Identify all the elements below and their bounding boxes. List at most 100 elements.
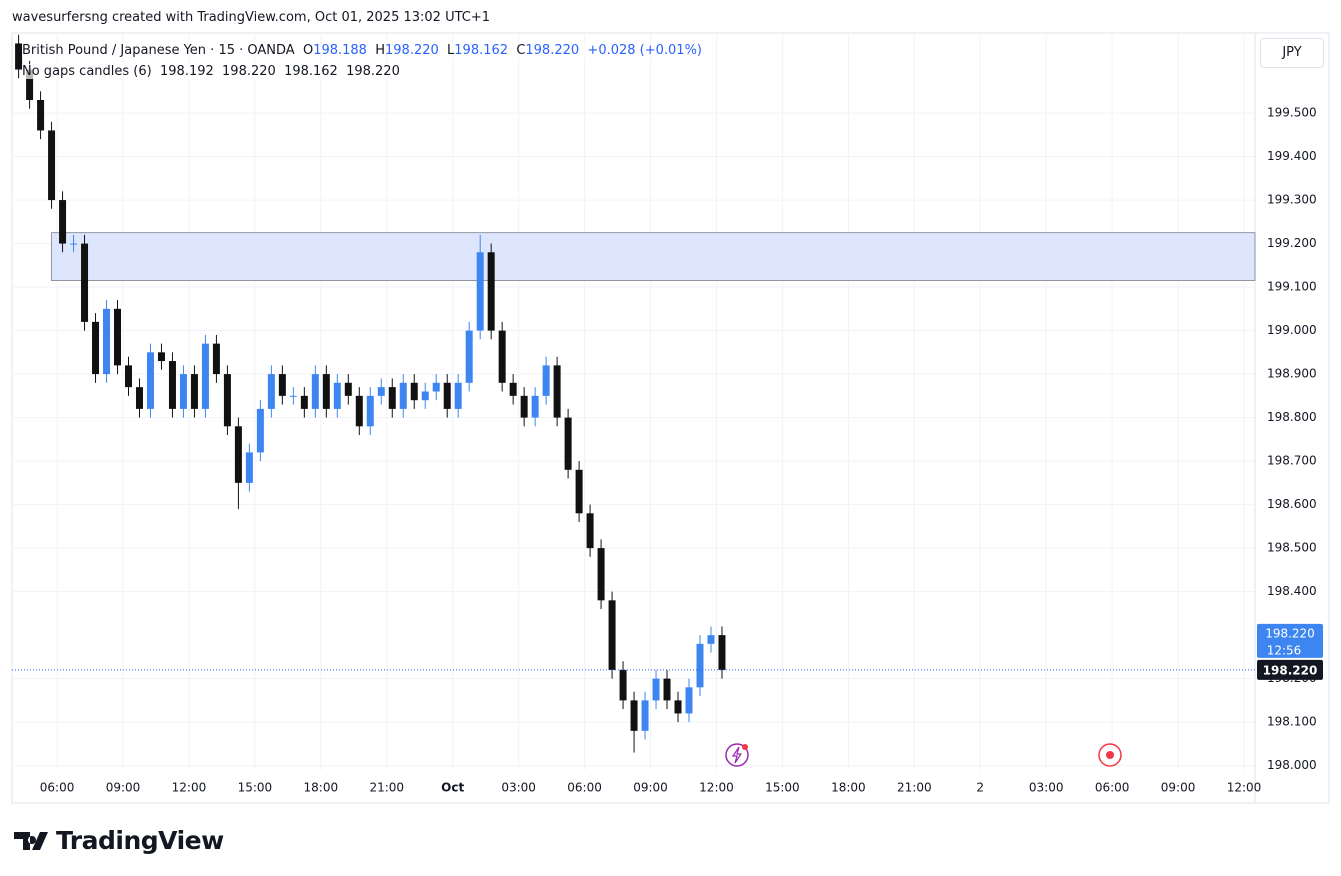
candle-body <box>564 417 572 470</box>
candle-body <box>245 452 253 483</box>
y-tick-label: 199.500 <box>1267 106 1317 120</box>
candle-body <box>608 600 616 670</box>
x-tick-label: 06:00 <box>40 781 75 795</box>
l: 198.162 <box>454 43 509 58</box>
ind-value: 198.162 <box>284 64 338 79</box>
candle-body <box>652 678 660 701</box>
y-tick-label: 198.100 <box>1267 715 1317 729</box>
h: 198.220 <box>385 43 439 58</box>
logo: TradingView <box>12 826 224 855</box>
candle-body <box>92 321 100 375</box>
symbol: British Pound / Japanese Yen · 15 · OAND… <box>22 43 295 58</box>
ind-value: 198.192 <box>160 64 214 79</box>
price-label-bg <box>1257 623 1323 658</box>
attribution: wavesurfersng created with TradingView.c… <box>12 10 491 25</box>
x-tick-label: 03:00 <box>1029 781 1064 795</box>
indicator-line: No gaps candles (6) 198.192 198.220 198.… <box>22 64 400 79</box>
candle-body <box>70 243 78 245</box>
candle-body <box>476 252 484 331</box>
y-tick-label: 199.100 <box>1267 280 1317 294</box>
candle-body <box>26 69 34 100</box>
candle-body <box>498 330 506 383</box>
x-tick-label: 21:00 <box>897 781 932 795</box>
candle-body <box>421 391 429 401</box>
x-tick-label: 15:00 <box>238 781 273 795</box>
candle-body <box>311 374 319 409</box>
candle-body <box>718 635 726 670</box>
candle-body <box>531 395 539 418</box>
logo-text: TradingView <box>56 826 224 855</box>
candle-body <box>289 395 297 397</box>
x-tick-label: 06:00 <box>567 781 602 795</box>
x-tick-label: 09:00 <box>106 781 141 795</box>
y-tick-label: 199.400 <box>1267 149 1317 163</box>
candle-body <box>48 130 56 201</box>
candle-body <box>696 643 704 688</box>
candle-body <box>168 361 176 409</box>
y-tick-label: 199.300 <box>1267 193 1317 207</box>
candle-body <box>124 365 132 388</box>
x-tick-label: 21:00 <box>369 781 404 795</box>
candle-body <box>344 382 352 396</box>
x-tick-label: 12:00 <box>172 781 207 795</box>
l-label: L <box>447 43 455 58</box>
x-tick-label: 09:00 <box>633 781 668 795</box>
candle-body <box>201 343 209 409</box>
o: 198.188 <box>313 43 367 58</box>
y-tick-label: 199.000 <box>1267 323 1317 337</box>
candle-body <box>157 352 165 362</box>
candle-body <box>81 243 89 322</box>
x-tick-label: 12:00 <box>699 781 734 795</box>
candle-body <box>190 374 198 409</box>
candle-body <box>619 669 627 701</box>
candle-body <box>146 352 154 409</box>
x-tick-label: Oct <box>441 781 464 795</box>
last-price-label: 198.220 <box>1263 663 1318 677</box>
x-tick-label: 06:00 <box>1095 781 1130 795</box>
x-tick-label: 2 <box>976 781 984 795</box>
event-icon <box>725 743 749 767</box>
y-tick-label: 198.800 <box>1267 410 1317 424</box>
candle-body <box>300 395 308 409</box>
price-zone <box>51 232 1256 281</box>
candle-body <box>103 308 111 375</box>
c-label: C <box>516 43 526 58</box>
y-tick-label: 198.600 <box>1267 497 1317 511</box>
candle-body <box>399 382 407 409</box>
x-tick-label: 18:00 <box>831 781 866 795</box>
candle-body <box>355 395 363 427</box>
candle-body <box>586 513 594 549</box>
candle-body <box>223 374 231 427</box>
candle-body <box>212 343 220 375</box>
candle-body <box>674 700 682 714</box>
legend-line: British Pound / Japanese Yen · 15 · OAND… <box>22 43 702 58</box>
candle-body <box>520 395 528 418</box>
x-tick-label: 18:00 <box>304 781 339 795</box>
event-bolt <box>731 746 743 764</box>
candle-body <box>707 635 715 644</box>
o-label: O <box>302 43 314 58</box>
candle-body <box>663 678 671 701</box>
candle-body <box>333 382 341 409</box>
candle-body <box>377 387 385 396</box>
price-label: 198.220 <box>1265 626 1315 640</box>
candle-body <box>630 700 638 731</box>
candle-body <box>432 382 440 392</box>
candle-body <box>553 365 561 418</box>
candle-body <box>509 382 517 396</box>
ind-value: 198.220 <box>222 64 276 79</box>
candle-body <box>465 330 473 383</box>
countdown: 12:56 <box>1267 643 1302 657</box>
candle-body <box>234 426 242 483</box>
candle-body <box>685 687 693 714</box>
event-dot <box>1106 751 1114 759</box>
candle-body <box>454 382 462 409</box>
event-dot <box>742 744 748 750</box>
candle-body <box>59 200 67 244</box>
y-tick-label: 198.000 <box>1267 758 1317 772</box>
candle-body <box>443 382 451 409</box>
currency-button[interactable]: JPY <box>1260 38 1324 68</box>
logo-icon <box>14 831 48 850</box>
